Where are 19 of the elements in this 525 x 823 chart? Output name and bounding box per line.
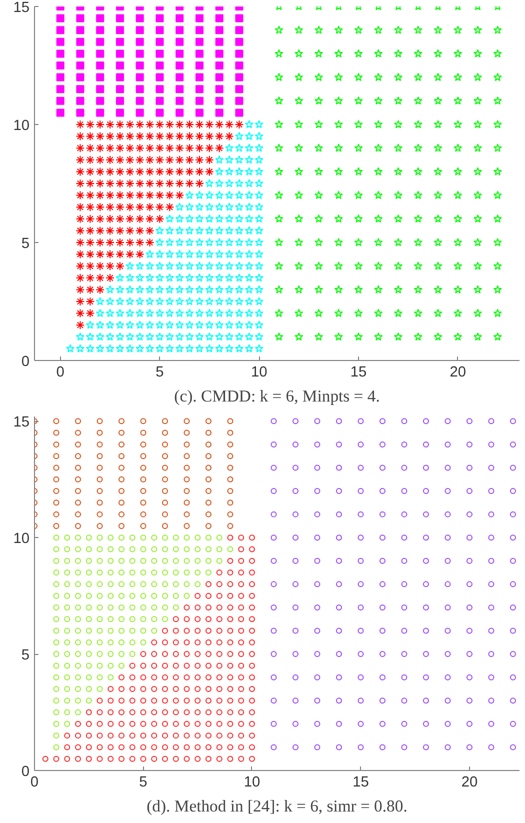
y-tick-label: 5 [21, 648, 30, 664]
text: (c). CMDD: k = 6, Minpts = 4. [174, 386, 380, 406]
x-tick-label: 20 [450, 364, 466, 380]
x-tick-label: 15 [352, 774, 369, 790]
x-tick-label: 5 [156, 364, 164, 380]
y-tick-label: 0 [21, 764, 30, 780]
y-tick-label: 5 [21, 236, 30, 252]
x-tick-label: 0 [56, 364, 64, 380]
x-tick-label: 10 [250, 364, 268, 380]
text: (d). Method in [24]: k = 6, simr = 0.80. [146, 796, 408, 816]
y-tick-label: 15 [13, 0, 30, 16]
x-tick-label: 5 [139, 774, 148, 790]
y-tick-label: 15 [13, 414, 30, 431]
x-tick-label: 20 [461, 774, 478, 790]
y-tick-label: 10 [13, 531, 30, 548]
x-tick-label: 10 [244, 774, 260, 790]
y-tick-label: 10 [13, 118, 30, 134]
y-tick-label: 0 [21, 354, 30, 370]
x-tick-label: 15 [350, 364, 367, 380]
